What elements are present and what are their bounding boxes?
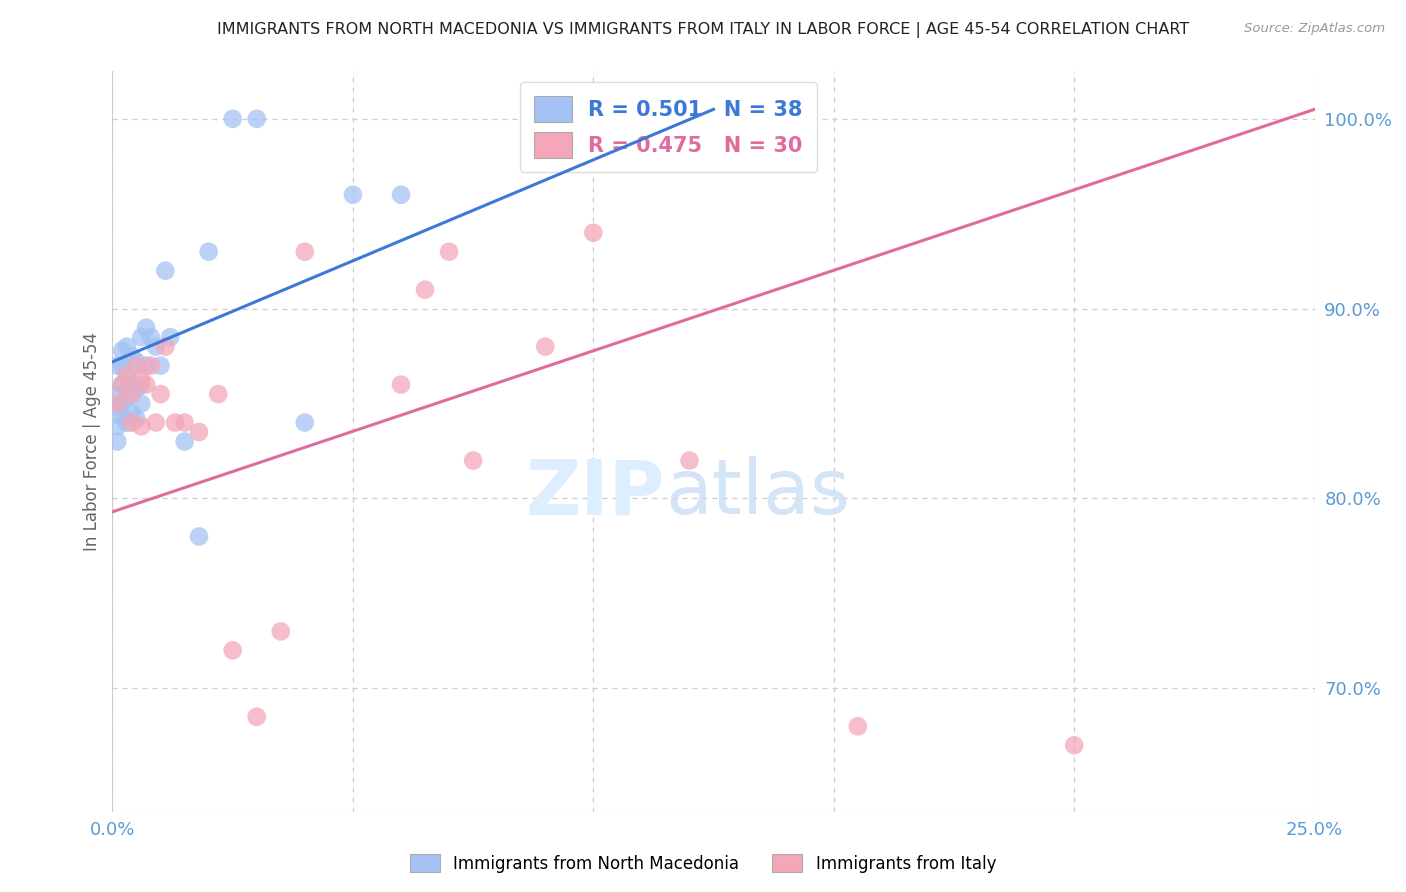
Point xyxy=(389,377,412,392)
Point xyxy=(125,411,148,425)
Point xyxy=(139,359,162,373)
Point xyxy=(389,187,412,202)
Point xyxy=(125,381,148,395)
Text: IMMIGRANTS FROM NORTH MACEDONIA VS IMMIGRANTS FROM ITALY IN LABOR FORCE | AGE 45: IMMIGRANTS FROM NORTH MACEDONIA VS IMMIG… xyxy=(217,22,1189,38)
Point xyxy=(115,340,138,354)
Text: atlas: atlas xyxy=(665,457,851,531)
Point xyxy=(131,377,153,392)
Point xyxy=(111,343,134,358)
Point xyxy=(125,359,148,373)
Point xyxy=(270,624,292,639)
Text: ZIP: ZIP xyxy=(526,457,665,531)
Point xyxy=(105,396,128,410)
Point xyxy=(125,355,148,369)
Point xyxy=(115,416,138,430)
Point xyxy=(163,416,186,430)
Point xyxy=(846,719,869,733)
Point xyxy=(1063,739,1085,753)
Point xyxy=(188,529,211,543)
Point xyxy=(111,377,134,392)
Legend: Immigrants from North Macedonia, Immigrants from Italy: Immigrants from North Macedonia, Immigra… xyxy=(404,847,1002,880)
Point xyxy=(149,359,172,373)
Point xyxy=(131,419,153,434)
Point xyxy=(111,377,134,392)
Point xyxy=(197,244,219,259)
Point xyxy=(105,387,128,401)
Point xyxy=(121,377,143,392)
Point xyxy=(413,283,436,297)
Point xyxy=(461,453,484,467)
Point xyxy=(135,377,157,392)
Point xyxy=(115,391,138,405)
Point xyxy=(246,112,269,126)
Point xyxy=(155,340,177,354)
Point xyxy=(207,387,229,401)
Point xyxy=(155,263,177,277)
Point xyxy=(139,330,162,344)
Point xyxy=(121,387,143,401)
Point xyxy=(145,416,167,430)
Point xyxy=(534,340,557,354)
Text: Source: ZipAtlas.com: Source: ZipAtlas.com xyxy=(1244,22,1385,36)
Legend: R = 0.501   N = 38, R = 0.475   N = 30: R = 0.501 N = 38, R = 0.475 N = 30 xyxy=(520,82,817,172)
Point xyxy=(121,416,143,430)
Point xyxy=(131,330,153,344)
Point xyxy=(135,359,157,373)
Point xyxy=(135,320,157,334)
Point xyxy=(222,112,245,126)
Point xyxy=(115,368,138,383)
Point xyxy=(131,396,153,410)
Point xyxy=(121,349,143,363)
Point xyxy=(105,359,128,373)
Point xyxy=(582,226,605,240)
Point xyxy=(342,187,364,202)
Point xyxy=(188,425,211,439)
Point xyxy=(222,643,245,657)
Point xyxy=(294,416,316,430)
Point xyxy=(115,368,138,383)
Point xyxy=(105,434,128,449)
Point xyxy=(246,710,269,724)
Point xyxy=(173,416,195,430)
Y-axis label: In Labor Force | Age 45-54: In Labor Force | Age 45-54 xyxy=(83,332,101,551)
Point xyxy=(159,330,181,344)
Point xyxy=(111,409,134,424)
Point xyxy=(149,387,172,401)
Point xyxy=(294,244,316,259)
Point xyxy=(105,419,128,434)
Point xyxy=(173,434,195,449)
Point xyxy=(105,401,128,415)
Point xyxy=(678,453,700,467)
Point xyxy=(111,396,134,410)
Point xyxy=(145,340,167,354)
Point xyxy=(121,406,143,420)
Point xyxy=(111,359,134,373)
Point xyxy=(437,244,460,259)
Point xyxy=(131,372,153,386)
